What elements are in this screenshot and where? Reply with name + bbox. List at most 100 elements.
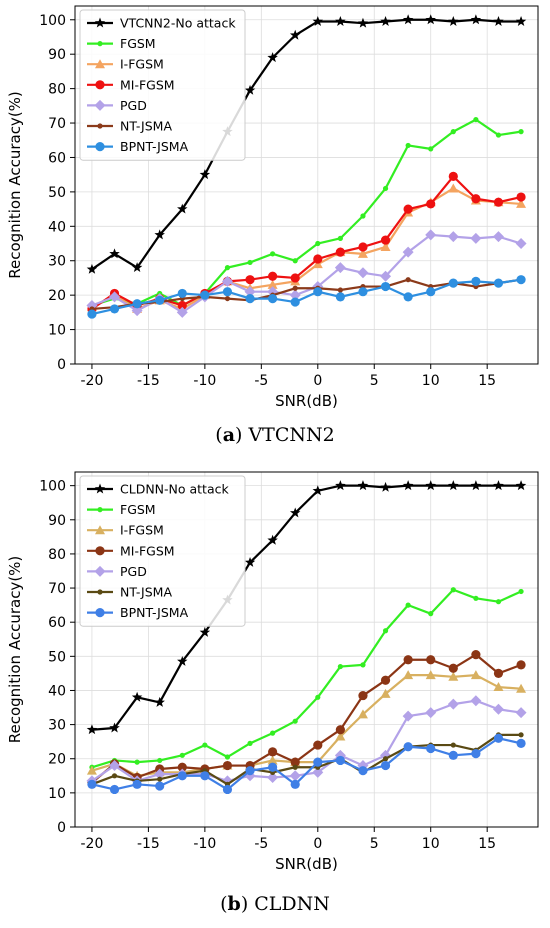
- data-point-bpnt-jsma: [245, 293, 255, 304]
- data-point-pgd: [176, 306, 188, 318]
- data-point-i-fgsm: [425, 670, 436, 680]
- data-point-mi-fgsm: [290, 273, 300, 283]
- legend-swatch-marker: [94, 483, 106, 494]
- data-point-bpnt-jsma: [358, 287, 368, 297]
- data-point-pgd: [447, 698, 459, 710]
- data-point-vtcnn2-no-attack: [312, 15, 324, 26]
- data-point-mi-fgsm: [448, 663, 458, 673]
- y-tick-label: 30: [48, 718, 66, 734]
- data-point-bpnt-jsma: [493, 278, 504, 288]
- data-point-bpnt-jsma: [87, 779, 97, 789]
- data-point-cldnn-no-attack: [380, 481, 391, 492]
- data-point-nt-jsma: [405, 277, 411, 283]
- data-point-pgd: [109, 291, 121, 303]
- data-point-bpnt-jsma: [426, 743, 436, 754]
- data-point-mi-fgsm: [358, 690, 368, 701]
- data-point-bpnt-jsma: [471, 749, 481, 759]
- data-point-cldnn-no-attack: [357, 480, 369, 491]
- x-tick-label: 0: [313, 836, 322, 852]
- data-point-cldnn-no-attack: [402, 480, 414, 491]
- data-point-pgd: [221, 275, 233, 287]
- recognition-accuracy-chart-a: -20 -15 -10 -5 0 5 10 15 0 10 20 30 40 50 60 70 80 90 100 S…: [6, 5, 539, 410]
- data-point-mi-fgsm: [516, 192, 526, 202]
- data-point-fgsm: [337, 235, 343, 241]
- legend-swatch-marker: [94, 17, 106, 28]
- data-point-bpnt-jsma: [493, 733, 504, 743]
- data-point-pgd: [244, 286, 256, 298]
- x-tick-label: 5: [370, 836, 379, 852]
- data-point-bpnt-jsma: [516, 275, 526, 285]
- y-tick-label: 40: [48, 219, 66, 235]
- x-tick-label: 10: [422, 836, 440, 852]
- y-tick-label: 20: [48, 288, 66, 304]
- data-point-mi-fgsm: [358, 242, 368, 252]
- legend-swatch-marker: [94, 99, 106, 111]
- data-point-vtcnn2-no-attack: [267, 52, 278, 63]
- legend-swatch-marker: [95, 142, 105, 152]
- data-point-vtcnn2-no-attack: [109, 248, 120, 259]
- data-point-fgsm: [247, 259, 253, 266]
- data-point-pgd: [492, 231, 504, 243]
- data-point-mi-fgsm: [222, 760, 233, 771]
- caption-a: (a) VTCNN2: [215, 424, 335, 446]
- data-point-i-fgsm: [448, 671, 459, 681]
- data-point-fgsm: [292, 718, 298, 724]
- data-point-bpnt-jsma: [132, 299, 142, 309]
- data-point-bpnt-jsma: [132, 779, 142, 789]
- data-point-bpnt-jsma: [403, 292, 413, 302]
- data-point-bpnt-jsma: [245, 766, 255, 776]
- legend-a: VTCNN2-No attack FGSM I-FGSM MI-FGSM PGD NT-J…: [79, 9, 246, 161]
- data-point-fgsm: [270, 730, 276, 736]
- data-point-bpnt-jsma: [380, 760, 391, 771]
- legend-swatch-marker: [95, 546, 105, 556]
- y-axis-label: Recognition Accuracy(%): [6, 91, 24, 279]
- data-point-i-fgsm: [516, 683, 527, 693]
- legend-entry-mi-fgsm: MI-FGSM: [120, 543, 175, 558]
- data-point-cldnn-no-attack: [244, 556, 256, 567]
- data-point-bpnt-jsma: [155, 295, 165, 305]
- data-point-vtcnn2-no-attack: [493, 15, 504, 26]
- y-tick-label: 0: [57, 820, 66, 836]
- data-point-mi-fgsm: [403, 655, 413, 665]
- y-tick-label: 0: [57, 357, 66, 373]
- data-point-i-fgsm: [380, 688, 391, 698]
- legend-entry-i-fgsm: I-FGSM: [120, 57, 164, 72]
- data-point-bpnt-jsma: [177, 288, 187, 299]
- y-tick-label: 70: [48, 581, 66, 597]
- chart-panel-a: -20 -15 -10 -5 0 5 10 15 0 10 20 30 40 50 60 70 80 90 100 S…: [6, 5, 539, 446]
- data-point-i-fgsm: [267, 755, 278, 765]
- data-point-i-fgsm: [493, 682, 504, 692]
- data-point-fgsm: [360, 213, 366, 219]
- caption-b: (b) CLDNN: [220, 893, 330, 915]
- data-point-fgsm: [224, 265, 231, 271]
- data-point-i-fgsm: [335, 731, 346, 741]
- data-point-pgd: [447, 231, 459, 243]
- data-point-bpnt-jsma: [313, 757, 323, 767]
- x-tick-label: 15: [478, 373, 496, 389]
- legend-entry-mi-fgsm: MI-FGSM: [120, 77, 175, 92]
- data-point-bpnt-jsma: [109, 784, 120, 795]
- data-point-vtcnn2-no-attack: [86, 263, 98, 274]
- data-point-fgsm: [382, 185, 389, 192]
- data-point-bpnt-jsma: [335, 755, 345, 766]
- x-tick-label: 0: [313, 373, 322, 389]
- legend-swatch-marker: [97, 507, 103, 513]
- data-point-vtcnn2-no-attack: [402, 14, 414, 25]
- data-point-fgsm: [360, 662, 366, 668]
- data-point-fgsm: [518, 129, 524, 135]
- legend-swatch-marker: [97, 123, 103, 129]
- data-point-pgd: [492, 703, 504, 715]
- data-point-mi-fgsm: [335, 247, 345, 257]
- x-axis-label: SNR(dB): [275, 392, 338, 410]
- data-point-fgsm: [247, 740, 253, 746]
- data-point-fgsm: [473, 595, 479, 601]
- x-tick-label: -20: [81, 373, 104, 389]
- y-tick-label: 20: [48, 752, 66, 768]
- data-point-mi-fgsm: [177, 762, 187, 772]
- data-point-i-fgsm: [357, 709, 368, 719]
- data-point-mi-fgsm: [290, 757, 300, 767]
- data-point-pgd: [312, 766, 324, 778]
- data-point-nt-jsma: [382, 756, 389, 762]
- data-point-fgsm: [315, 240, 321, 247]
- data-point-i-fgsm: [380, 241, 391, 251]
